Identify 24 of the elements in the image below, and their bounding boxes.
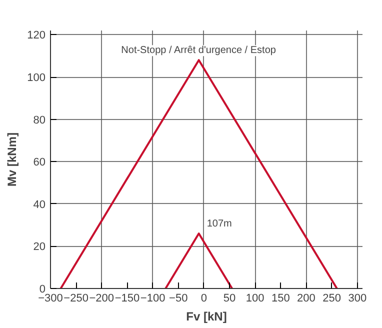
y-tick-label: 20 [33, 241, 46, 254]
x-tick-label: 50 [223, 292, 236, 304]
x-axis-title: Fv [kN] [186, 310, 227, 324]
x-tick-label: −200 [89, 292, 114, 304]
annotation: Not-Stopp / Arrêt d'urgence / Estop [121, 45, 276, 56]
x-tick-label: 250 [322, 292, 341, 304]
x-tick-label: 100 [246, 292, 264, 304]
x-tick-label: −150 [114, 292, 140, 304]
y-tick-label: 60 [33, 156, 46, 169]
y-tick-label: 80 [33, 114, 46, 126]
y-tick-label: 40 [33, 198, 46, 211]
y-tick-label: 0 [39, 284, 46, 296]
annotation: 107m [206, 218, 232, 230]
y-tick-label: 100 [27, 72, 46, 84]
x-tick-label: 150 [271, 292, 290, 304]
y-tick-label: 120 [27, 30, 46, 42]
x-tick-label: −250 [64, 292, 88, 304]
x-tick-label: 200 [297, 292, 316, 304]
x-tick-label: −300 [38, 292, 63, 304]
x-tick-label: 0 [200, 292, 208, 304]
x-tick-label: −50 [169, 292, 188, 304]
x-tick-label: −100 [140, 292, 166, 304]
y-axis-title: Mv [kNm] [5, 132, 20, 187]
x-tick-label: 300 [348, 292, 367, 304]
